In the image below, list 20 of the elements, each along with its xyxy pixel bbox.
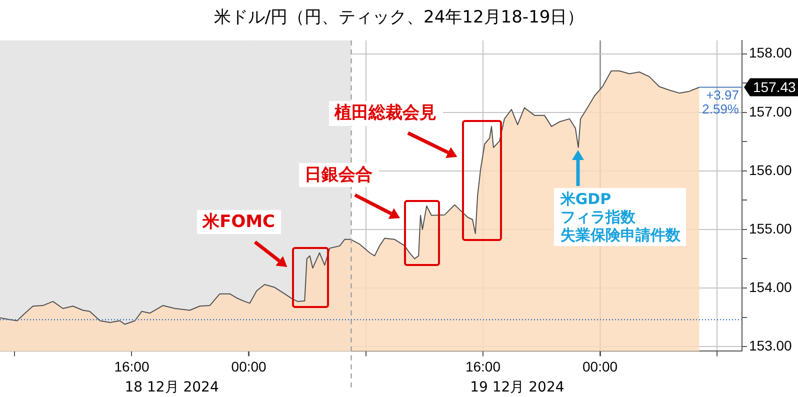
- x-tick-label: 16:00: [114, 358, 150, 374]
- y-tick-label: 157.00: [749, 103, 792, 120]
- text: 157.43: [753, 79, 796, 96]
- annotation: 米GDPフィラ指数失業保険申請件数: [554, 188, 686, 246]
- annotation: +3.97: [706, 87, 739, 102]
- x-tick-label: 00:00: [582, 358, 618, 374]
- y-tick-label: 158.00: [749, 44, 792, 61]
- x-tick-label: 00:00: [231, 358, 267, 374]
- y-tick-label: 156.00: [749, 162, 792, 178]
- annotation: 2.59%: [702, 101, 740, 116]
- y-tick-label: 155.00: [749, 220, 792, 236]
- text: 18 12月 2024: [124, 380, 219, 396]
- y-tick-label: 154.00: [749, 278, 792, 295]
- x-tick-label: 16:00: [465, 358, 501, 374]
- annotation: 日銀会合: [298, 163, 379, 188]
- text: 19 12月 2024: [470, 380, 564, 396]
- y-tick-label: 153.00: [749, 337, 792, 354]
- annotation: 植田総裁会見: [328, 101, 443, 126]
- chart-title: 米ドル/円（円、ティック、24年12月18-19日）: [214, 8, 584, 28]
- annotation: 米FOMC: [196, 210, 282, 234]
